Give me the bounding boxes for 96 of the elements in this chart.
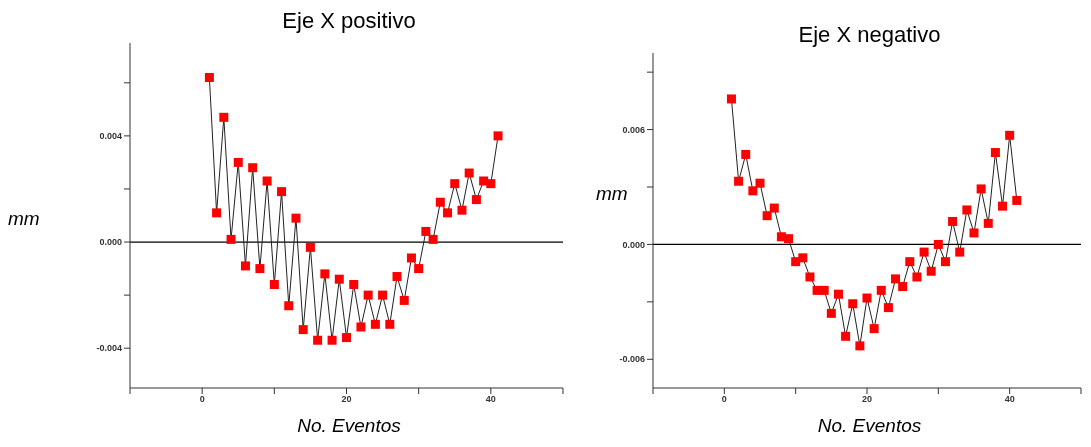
point (784, 234, 794, 244)
y-tick-label: 0.000 (622, 239, 645, 250)
chart-title: Eje X positivo (281, 8, 417, 34)
point (414, 264, 424, 274)
point (378, 290, 388, 300)
point (291, 213, 301, 223)
point (819, 285, 829, 295)
point (869, 324, 879, 334)
point (334, 274, 344, 284)
point (212, 208, 222, 218)
point (955, 247, 965, 257)
point (262, 176, 272, 186)
point (726, 94, 736, 104)
point (363, 290, 373, 300)
point (741, 149, 751, 159)
point (862, 293, 872, 303)
point (428, 234, 438, 244)
point (356, 322, 366, 332)
point (248, 163, 258, 173)
point (493, 131, 503, 141)
y-tick-label: -0.006 (619, 354, 645, 365)
point (385, 319, 395, 329)
point (277, 187, 287, 197)
point (1005, 130, 1015, 140)
point (370, 319, 380, 329)
point (320, 269, 330, 279)
point (450, 179, 460, 189)
point (826, 308, 836, 318)
point (983, 218, 993, 228)
point (990, 148, 1000, 158)
point (905, 257, 915, 267)
point (443, 208, 453, 218)
x-tick-label: 0 (199, 394, 205, 405)
y-tick-label: 0.000 (99, 237, 122, 248)
point (464, 168, 474, 178)
point (948, 216, 958, 226)
point (755, 178, 765, 188)
point (976, 184, 986, 194)
point (327, 335, 337, 345)
point (855, 341, 865, 351)
point (912, 272, 922, 282)
point (848, 299, 858, 309)
point (876, 285, 886, 295)
point (969, 228, 979, 238)
point (399, 295, 409, 305)
point (392, 272, 402, 282)
point (841, 331, 851, 341)
point (342, 333, 351, 343)
point (219, 112, 229, 122)
point (933, 239, 943, 249)
x-tick-label: 0 (721, 394, 727, 405)
y-tick-label: 0.004 (99, 131, 122, 142)
x-tick-label: 20 (341, 394, 352, 405)
y-tick-label: 0.006 (622, 124, 645, 135)
point (406, 253, 416, 263)
y-tick-label: -0.004 (96, 343, 122, 354)
point (240, 261, 250, 271)
point (926, 266, 936, 276)
point (748, 186, 758, 196)
point (833, 289, 843, 299)
point (226, 234, 236, 244)
point (471, 195, 481, 205)
point (962, 205, 972, 215)
x-axis-title: No. Eventos (816, 415, 923, 437)
point (486, 179, 496, 189)
point (349, 280, 359, 289)
point (891, 274, 901, 284)
point (204, 73, 214, 82)
x-axis-title: No. Eventos (296, 415, 402, 437)
point (940, 257, 950, 267)
point (457, 205, 467, 215)
point (269, 280, 279, 289)
x-tick-label: 40 (1004, 394, 1015, 405)
y-axis-title: mm (596, 183, 628, 205)
point (762, 211, 772, 221)
point (435, 197, 445, 207)
point (305, 242, 315, 252)
x-tick-label: 20 (861, 394, 873, 405)
point (769, 203, 779, 213)
point (284, 301, 294, 311)
point (998, 201, 1008, 211)
x-tick-label: 40 (485, 394, 496, 405)
point (734, 176, 744, 186)
point (805, 272, 815, 282)
point (255, 264, 265, 274)
point (421, 226, 431, 236)
point (898, 282, 908, 292)
point (919, 247, 929, 257)
point (233, 157, 243, 167)
point (798, 253, 808, 263)
point (883, 303, 893, 313)
y-axis-title: mm (8, 208, 40, 230)
point (313, 335, 323, 345)
point (298, 325, 308, 335)
chart-title: Eje X negativo (797, 22, 942, 48)
point (1012, 195, 1022, 205)
